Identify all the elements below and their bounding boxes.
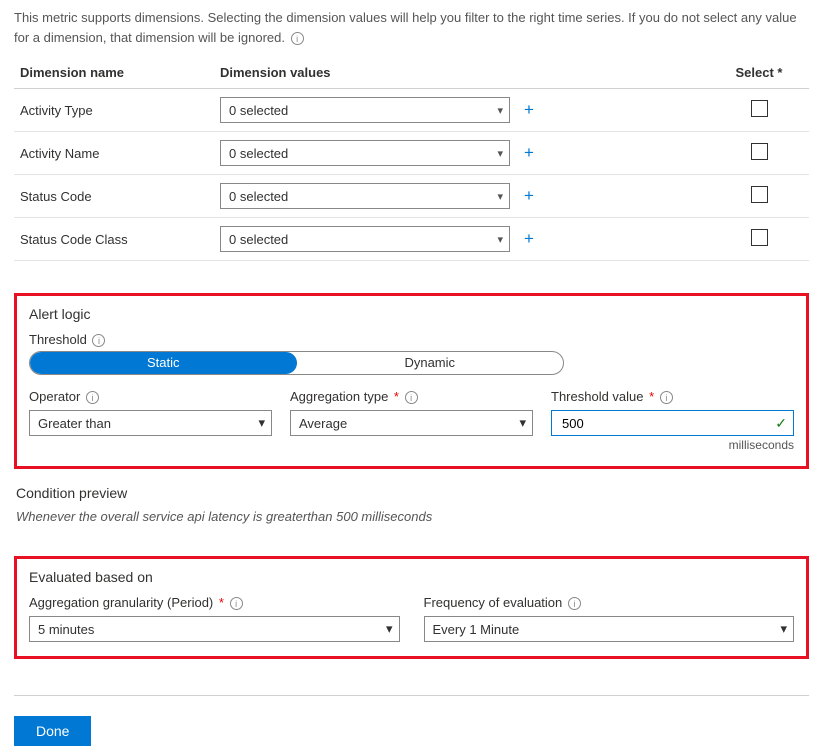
info-icon[interactable]: i	[568, 597, 581, 610]
dimensions-table: Dimension name Dimension values Select *…	[14, 57, 809, 261]
period-label-row: Aggregation granularity (Period) * i	[29, 595, 400, 610]
select-cell	[709, 132, 809, 175]
table-row: Activity Type 0 selected ▾ +	[14, 89, 809, 132]
dimensions-hint: This metric supports dimensions. Selecti…	[14, 8, 809, 47]
evaluated-section: Evaluated based on Aggregation granulari…	[14, 556, 809, 659]
operator-value: Greater than	[38, 416, 111, 431]
condition-preview-title: Condition preview	[16, 485, 809, 501]
threshold-label-row: Threshold i	[29, 332, 794, 347]
operator-label: Operator	[29, 389, 80, 404]
dimension-value-text: 0 selected	[229, 232, 288, 247]
aggregation-select[interactable]: Average ▾	[290, 410, 533, 436]
period-value: 5 minutes	[38, 622, 94, 637]
frequency-value: Every 1 Minute	[433, 622, 520, 637]
dimension-name: Activity Type	[14, 89, 214, 132]
dimension-name: Activity Name	[14, 132, 214, 175]
dimension-values-select[interactable]: 0 selected ▾	[220, 97, 510, 123]
chevron-down-icon: ▾	[519, 415, 526, 431]
aggregation-label: Aggregation type	[290, 389, 388, 404]
add-value-button[interactable]: +	[518, 142, 540, 164]
chevron-down-icon: ▾	[497, 104, 503, 117]
period-label: Aggregation granularity (Period)	[29, 595, 213, 610]
period-select[interactable]: 5 minutes ▾	[29, 616, 400, 642]
dimension-value-text: 0 selected	[229, 103, 288, 118]
chevron-down-icon: ▾	[258, 415, 265, 431]
threshold-label: Threshold	[29, 332, 87, 347]
col-values: Dimension values	[214, 57, 709, 89]
add-value-button[interactable]: +	[518, 228, 540, 250]
dimension-name: Status Code	[14, 175, 214, 218]
add-value-button[interactable]: +	[518, 99, 540, 121]
chevron-down-icon: ▾	[386, 621, 393, 637]
col-select: Select *	[709, 57, 809, 89]
required-mark: *	[649, 389, 654, 404]
dimension-value-cell: 0 selected ▾ +	[214, 89, 709, 132]
frequency-label: Frequency of evaluation	[424, 595, 563, 610]
info-icon[interactable]: i	[92, 334, 105, 347]
dimension-value-text: 0 selected	[229, 189, 288, 204]
table-row: Status Code 0 selected ▾ +	[14, 175, 809, 218]
done-button[interactable]: Done	[14, 716, 91, 746]
dimension-value-cell: 0 selected ▾ +	[214, 218, 709, 261]
required-mark: *	[219, 595, 224, 610]
dimension-name: Status Code Class	[14, 218, 214, 261]
threshold-value-label-row: Threshold value * i	[551, 389, 794, 404]
condition-preview-text: Whenever the overall service api latency…	[16, 509, 809, 524]
select-checkbox[interactable]	[751, 100, 768, 117]
dimension-values-select[interactable]: 0 selected ▾	[220, 183, 510, 209]
select-cell	[709, 89, 809, 132]
select-cell	[709, 218, 809, 261]
chevron-down-icon: ▾	[497, 233, 503, 246]
required-mark: *	[394, 389, 399, 404]
info-icon[interactable]: i	[405, 391, 418, 404]
info-icon[interactable]: i	[86, 391, 99, 404]
info-icon[interactable]: i	[291, 32, 304, 45]
aggregation-value: Average	[299, 416, 347, 431]
dimension-value-cell: 0 selected ▾ +	[214, 132, 709, 175]
frequency-select[interactable]: Every 1 Minute ▾	[424, 616, 795, 642]
frequency-label-row: Frequency of evaluation i	[424, 595, 795, 610]
chevron-down-icon: ▾	[497, 147, 503, 160]
aggregation-label-row: Aggregation type * i	[290, 389, 533, 404]
threshold-value-input[interactable]	[560, 415, 775, 432]
toggle-static[interactable]: Static	[30, 352, 297, 374]
table-row: Activity Name 0 selected ▾ +	[14, 132, 809, 175]
dimension-values-select[interactable]: 0 selected ▾	[220, 140, 510, 166]
select-cell	[709, 175, 809, 218]
dimension-values-select[interactable]: 0 selected ▾	[220, 226, 510, 252]
evaluated-title: Evaluated based on	[29, 569, 794, 585]
threshold-unit: milliseconds	[551, 438, 794, 452]
threshold-value-label: Threshold value	[551, 389, 644, 404]
col-name: Dimension name	[14, 57, 214, 89]
table-row: Status Code Class 0 selected ▾ +	[14, 218, 809, 261]
threshold-value-input-wrap: ✓	[551, 410, 794, 436]
select-checkbox[interactable]	[751, 143, 768, 160]
check-icon: ✓	[775, 415, 787, 432]
threshold-toggle: Static Dynamic	[29, 351, 564, 375]
alert-logic-title: Alert logic	[29, 306, 794, 322]
select-checkbox[interactable]	[751, 229, 768, 246]
operator-label-row: Operator i	[29, 389, 272, 404]
add-value-button[interactable]: +	[518, 185, 540, 207]
toggle-dynamic[interactable]: Dynamic	[297, 352, 564, 374]
select-checkbox[interactable]	[751, 186, 768, 203]
info-icon[interactable]: i	[660, 391, 673, 404]
dimension-value-cell: 0 selected ▾ +	[214, 175, 709, 218]
separator	[14, 695, 809, 696]
dimension-value-text: 0 selected	[229, 146, 288, 161]
alert-logic-section: Alert logic Threshold i Static Dynamic O…	[14, 293, 809, 469]
operator-select[interactable]: Greater than ▾	[29, 410, 272, 436]
info-icon[interactable]: i	[230, 597, 243, 610]
chevron-down-icon: ▾	[497, 190, 503, 203]
chevron-down-icon: ▾	[780, 621, 787, 637]
hint-text: This metric supports dimensions. Selecti…	[14, 10, 797, 45]
